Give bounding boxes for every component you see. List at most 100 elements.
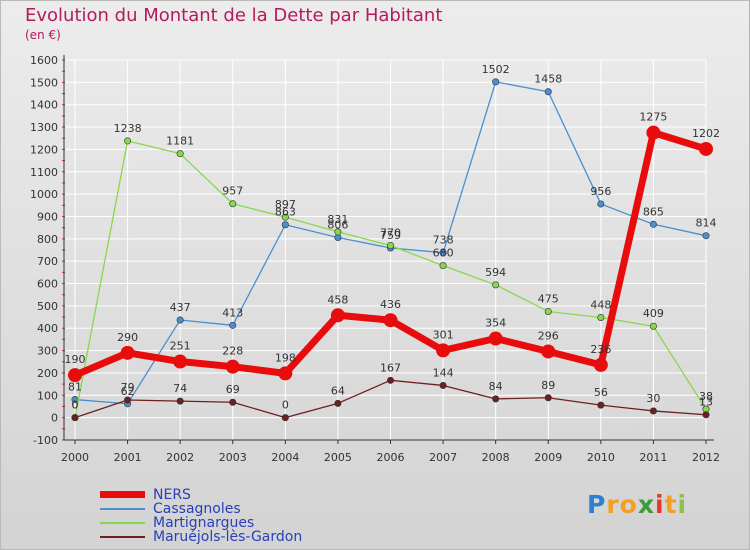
data-point xyxy=(646,125,661,140)
data-label: 290 xyxy=(117,331,138,344)
data-label: 296 xyxy=(538,329,559,342)
y-tick-label: 200 xyxy=(37,367,58,380)
data-label: 831 xyxy=(327,213,348,226)
y-tick-label: 600 xyxy=(37,278,58,291)
x-tick-label: 2009 xyxy=(534,451,562,464)
x-tick-label: 2000 xyxy=(61,451,89,464)
data-point xyxy=(436,343,451,358)
data-point xyxy=(383,313,398,328)
data-point xyxy=(492,281,500,289)
legend-swatch-martignargues xyxy=(100,521,145,524)
x-tick-label: 2004 xyxy=(271,451,299,464)
data-point xyxy=(386,376,394,384)
logo-letter: o xyxy=(619,490,638,519)
data-point xyxy=(439,249,447,257)
data-label: 69 xyxy=(226,383,240,396)
data-label: 436 xyxy=(380,298,401,311)
y-tick-label: 1600 xyxy=(30,54,58,67)
proxiti-logo: Proxiti xyxy=(587,490,687,519)
logo-letter: t xyxy=(664,490,678,519)
data-label: 0 xyxy=(72,399,79,412)
data-label: 594 xyxy=(485,266,506,279)
data-label: 1458 xyxy=(534,73,562,86)
y-tick-label: 900 xyxy=(37,210,58,223)
data-label: 167 xyxy=(380,361,401,374)
data-label: 0 xyxy=(72,399,79,412)
data-point xyxy=(229,398,237,406)
y-tick-label: 0 xyxy=(51,412,58,425)
legend-label-martignargues: Martignargues xyxy=(153,514,255,531)
data-point xyxy=(649,220,657,228)
y-tick-label: 1300 xyxy=(30,121,58,134)
data-label: 74 xyxy=(173,382,187,395)
data-label: 64 xyxy=(331,384,345,397)
data-point xyxy=(173,354,188,369)
legend-swatch-cassagnoles xyxy=(100,507,145,510)
data-label: 437 xyxy=(170,301,191,314)
data-label: 1181 xyxy=(166,135,194,148)
data-point xyxy=(278,366,293,381)
legend-label-cassagnoles: Cassagnoles xyxy=(153,500,241,517)
chart-title: Evolution du Montant de la Dette par Hab… xyxy=(25,5,443,26)
y-tick-label: 300 xyxy=(37,345,58,358)
legend-label-maruejols: Maruéjols-lès-Gardon xyxy=(153,528,303,545)
logo-letter: i xyxy=(655,490,665,519)
x-tick-label: 2007 xyxy=(429,451,457,464)
data-point xyxy=(593,357,608,372)
x-tick-label: 2008 xyxy=(482,451,510,464)
data-label: 409 xyxy=(643,307,664,320)
data-label: 56 xyxy=(594,386,608,399)
y-tick-label: 100 xyxy=(37,389,58,402)
data-point xyxy=(124,137,132,145)
x-tick-label: 2006 xyxy=(377,451,405,464)
data-label: 458 xyxy=(327,293,348,306)
data-point xyxy=(229,321,237,329)
data-point xyxy=(702,411,710,419)
data-label: 236 xyxy=(590,343,611,356)
data-point xyxy=(229,200,237,208)
data-point xyxy=(439,262,447,270)
data-label: 680 xyxy=(433,247,454,260)
legend-item-maruejols: Maruéjols-lès-Gardon xyxy=(100,529,302,544)
data-label: 759 xyxy=(380,229,401,242)
data-point xyxy=(597,200,605,208)
data-label: 448 xyxy=(590,299,611,312)
legend-item-cassagnoles: Cassagnoles xyxy=(100,501,241,516)
data-point xyxy=(544,88,552,96)
data-point xyxy=(386,242,394,250)
legend-label-ners: NERS xyxy=(153,486,191,503)
data-label: 301 xyxy=(433,328,454,341)
y-tick-label: 1200 xyxy=(30,143,58,156)
data-point xyxy=(492,395,500,403)
data-point xyxy=(120,345,135,360)
data-point xyxy=(124,396,132,404)
y-tick-label: 800 xyxy=(37,233,58,246)
data-point xyxy=(68,368,82,383)
data-label: 738 xyxy=(433,234,454,247)
data-label: 957 xyxy=(222,185,243,198)
data-label: 0 xyxy=(282,399,289,412)
data-point xyxy=(176,316,184,324)
logo-letter: x xyxy=(637,490,655,519)
y-tick-label: -100 xyxy=(33,434,58,447)
y-tick-label: 400 xyxy=(37,322,58,335)
data-label: 863 xyxy=(275,206,296,219)
x-tick-label: 2012 xyxy=(692,451,720,464)
data-point xyxy=(330,308,345,323)
data-point xyxy=(544,394,552,402)
data-label: 228 xyxy=(222,345,243,358)
data-point xyxy=(488,331,503,346)
x-tick-label: 2011 xyxy=(639,451,667,464)
data-label: 897 xyxy=(275,198,296,211)
data-label: 814 xyxy=(696,217,717,230)
legend-item-martignargues: Martignargues xyxy=(100,515,254,530)
data-point xyxy=(334,399,342,407)
y-tick-label: 1000 xyxy=(30,188,58,201)
data-point xyxy=(281,221,289,229)
data-label: 144 xyxy=(433,366,454,379)
data-point xyxy=(702,232,710,240)
data-label: 956 xyxy=(590,185,611,198)
data-point xyxy=(281,213,289,221)
data-label: 89 xyxy=(541,379,555,392)
